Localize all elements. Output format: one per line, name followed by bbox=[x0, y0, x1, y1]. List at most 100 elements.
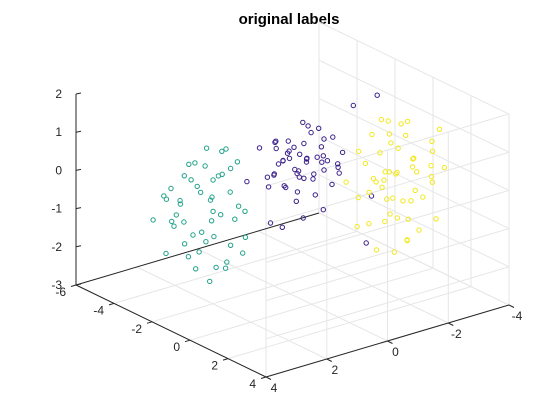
data-point bbox=[355, 194, 361, 201]
data-point bbox=[293, 198, 299, 205]
data-point bbox=[224, 259, 230, 265]
data-point bbox=[355, 148, 362, 155]
wall-gridline-z bbox=[318, 174, 510, 268]
data-point bbox=[294, 189, 301, 195]
x-tick-mark bbox=[184, 339, 191, 343]
x-tick-label: -2 bbox=[131, 322, 142, 336]
data-point bbox=[429, 179, 435, 185]
data-point bbox=[244, 178, 250, 185]
data-point bbox=[203, 239, 209, 245]
data-point bbox=[168, 185, 174, 192]
data-point bbox=[390, 195, 396, 201]
data-point bbox=[208, 218, 215, 224]
data-point bbox=[388, 140, 394, 146]
data-point bbox=[171, 223, 177, 229]
data-point bbox=[320, 207, 326, 213]
data-point bbox=[369, 131, 375, 138]
x-tick-label: 0 bbox=[173, 340, 180, 354]
data-point bbox=[308, 129, 314, 136]
data-point bbox=[163, 196, 170, 202]
data-point bbox=[297, 151, 303, 158]
y-tick-mark bbox=[265, 376, 272, 380]
data-point bbox=[324, 158, 331, 164]
z-tick-label: -1 bbox=[51, 202, 62, 216]
floor-edge-line bbox=[75, 212, 320, 286]
data-point bbox=[173, 212, 180, 218]
data-point bbox=[386, 131, 393, 137]
data-point bbox=[363, 240, 369, 246]
floor-gridline-y bbox=[197, 248, 388, 342]
z-tick-mark bbox=[75, 130, 82, 133]
data-point bbox=[416, 227, 422, 233]
data-point bbox=[318, 144, 325, 150]
data-point bbox=[284, 150, 291, 156]
data-point bbox=[234, 159, 241, 165]
y-tick-label: 4 bbox=[271, 381, 278, 395]
data-point bbox=[222, 265, 229, 271]
data-point bbox=[303, 159, 310, 165]
floor-gridline-y bbox=[258, 230, 449, 324]
data-point bbox=[362, 160, 369, 167]
z-tick-mark bbox=[75, 245, 82, 248]
x-tick-mark bbox=[70, 284, 77, 287]
z-tick-mark bbox=[75, 283, 82, 286]
x-axis-line bbox=[75, 284, 267, 378]
data-point bbox=[242, 208, 248, 215]
data-point bbox=[310, 176, 316, 182]
data-point bbox=[411, 155, 417, 161]
data-point bbox=[218, 212, 224, 218]
data-point bbox=[207, 278, 213, 285]
wall-gridline-z bbox=[265, 266, 510, 340]
wall-gridline-z bbox=[318, 212, 510, 306]
y-tick-label: 0 bbox=[392, 345, 399, 359]
data-point bbox=[279, 224, 285, 231]
data-point bbox=[267, 220, 274, 226]
data-point bbox=[405, 216, 411, 222]
data-point bbox=[209, 194, 215, 200]
data-point bbox=[207, 197, 214, 203]
wall-gridline-z bbox=[318, 97, 510, 191]
data-point bbox=[192, 160, 198, 166]
data-point bbox=[316, 125, 322, 132]
data-point bbox=[409, 164, 416, 170]
data-point bbox=[414, 169, 420, 175]
data-point bbox=[382, 218, 388, 225]
data-point bbox=[408, 198, 414, 204]
z-tick-label: 0 bbox=[55, 163, 62, 177]
data-point bbox=[223, 146, 229, 152]
data-points bbox=[150, 92, 448, 285]
floor-gridline-y bbox=[136, 266, 328, 360]
wall-gridline-z bbox=[265, 113, 510, 187]
x-tick-mark bbox=[108, 302, 115, 306]
data-point bbox=[314, 154, 320, 160]
data-point bbox=[227, 165, 234, 172]
data-point bbox=[286, 155, 293, 162]
data-point bbox=[202, 163, 208, 169]
data-point bbox=[321, 136, 327, 142]
y-tick-mark bbox=[508, 304, 515, 308]
data-point bbox=[393, 171, 399, 177]
data-point bbox=[330, 134, 336, 140]
data-point bbox=[177, 201, 184, 207]
data-point bbox=[240, 250, 246, 256]
y-tick-label: -2 bbox=[451, 327, 462, 341]
x-tick-label: 4 bbox=[249, 377, 256, 391]
data-point bbox=[275, 161, 282, 167]
data-point bbox=[219, 148, 225, 155]
data-point bbox=[436, 126, 443, 133]
data-point bbox=[339, 149, 346, 156]
z-tick-mark bbox=[75, 168, 82, 171]
data-point bbox=[373, 247, 380, 253]
z-tick-label: -3 bbox=[51, 278, 62, 292]
data-point bbox=[161, 193, 167, 199]
data-point bbox=[301, 175, 307, 182]
data-point bbox=[354, 223, 360, 230]
z-tick-mark bbox=[75, 92, 82, 95]
y-tick-mark bbox=[326, 358, 333, 362]
data-point bbox=[197, 189, 204, 196]
data-point bbox=[400, 198, 406, 204]
data-point bbox=[319, 159, 325, 165]
data-point bbox=[232, 216, 238, 222]
data-point bbox=[169, 218, 175, 225]
